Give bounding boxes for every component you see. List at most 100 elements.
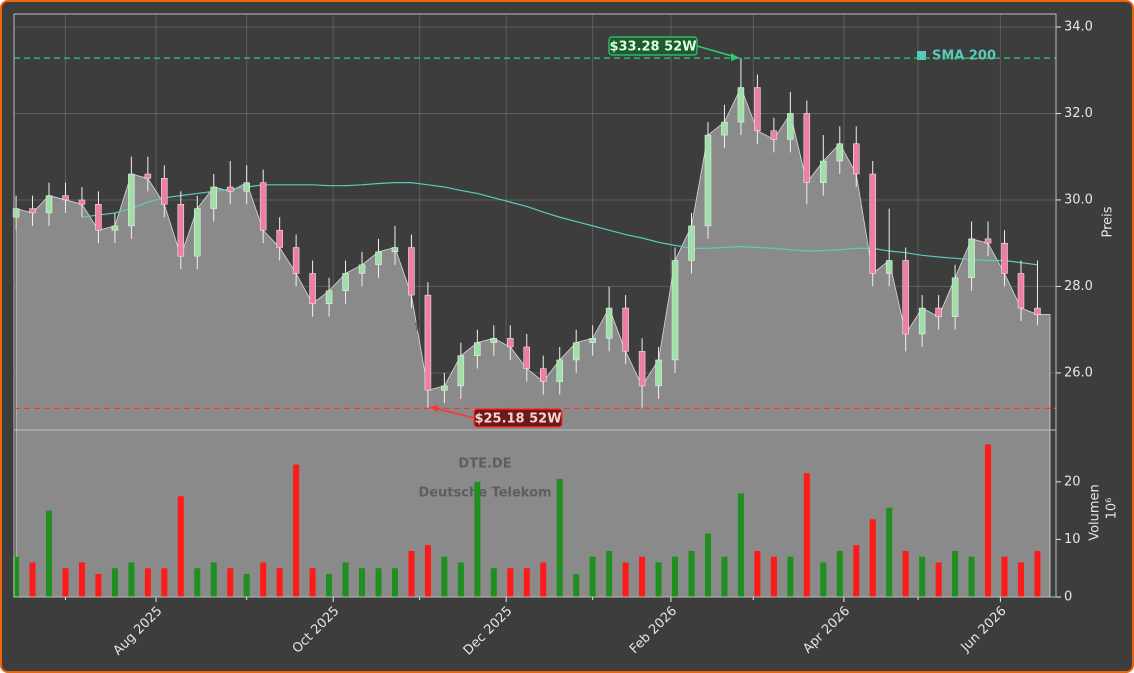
volume-bar: [622, 562, 629, 597]
x-tick-label: Jun 2026: [958, 604, 1010, 656]
volume-bar: [227, 568, 234, 597]
y-tick-label: 28.0: [1064, 279, 1093, 294]
candle-body: [721, 121, 728, 136]
candle-body: [12, 208, 20, 218]
y-tick-label: 32.0: [1064, 106, 1093, 121]
y-axis-unit: 10⁶: [1105, 498, 1120, 520]
volume-bar: [194, 568, 201, 597]
volume-bar: [161, 568, 168, 597]
volume-bar: [902, 550, 909, 597]
volume-bar: [787, 556, 794, 597]
annotation-arrowhead: [731, 53, 739, 61]
candle-body: [408, 247, 415, 296]
candle-body: [276, 229, 283, 248]
volume-bar: [62, 568, 69, 597]
volume-bar: [13, 556, 20, 597]
candle-body: [128, 173, 135, 227]
volume-bar: [968, 556, 975, 597]
candle-body: [78, 199, 86, 205]
candle-body: [589, 338, 596, 343]
volume-bar: [754, 550, 761, 597]
candle-body: [605, 307, 613, 339]
watermark: forexsignals.trade: [415, 320, 550, 335]
candle-body: [852, 143, 860, 175]
volume-bar: [952, 550, 959, 597]
volume-bar: [770, 556, 777, 597]
candle-body: [787, 113, 794, 140]
candle-body: [490, 338, 498, 343]
volume-bar: [1034, 550, 1041, 597]
volume-bar: [144, 568, 151, 597]
volume-bar: [46, 510, 53, 597]
candle-body: [457, 355, 465, 387]
candle-body: [556, 359, 563, 382]
volume-bar: [78, 562, 85, 597]
candle-body: [820, 160, 827, 183]
candle-body: [671, 260, 679, 361]
volume-bar: [243, 573, 250, 597]
volume-bar: [556, 478, 563, 597]
candle-body: [688, 225, 695, 261]
volume-bar: [1001, 556, 1008, 597]
volume-bar: [639, 556, 646, 597]
annotation-label: $33.28 52W: [609, 40, 696, 55]
volume-bar: [95, 573, 102, 597]
candle-body: [259, 182, 267, 231]
legend-swatch: [917, 51, 926, 60]
volume-bar: [177, 496, 184, 597]
volume-bar: [293, 464, 300, 597]
candle-body: [1034, 307, 1041, 315]
candle-body: [226, 186, 234, 192]
volume-bar: [853, 545, 860, 597]
volume-bar: [375, 568, 382, 597]
volume-bar: [721, 556, 728, 597]
candle-body: [754, 87, 761, 132]
y-tick-label: 20: [1064, 474, 1081, 489]
volume-bar: [276, 568, 283, 597]
candle-body: [342, 273, 349, 292]
volume-bar: [672, 556, 679, 597]
candle-body: [803, 113, 811, 183]
volume-bar: [457, 562, 464, 597]
y-axis-label: Preis: [1101, 206, 1116, 237]
candle-body: [243, 182, 250, 192]
volume-bar: [507, 568, 514, 597]
candle-body: [292, 247, 300, 274]
candle-body: [95, 204, 102, 231]
candle-body: [309, 273, 316, 304]
volume-bar: [820, 562, 827, 597]
candle-body: [161, 178, 168, 205]
volume-bar: [326, 573, 333, 597]
watermark-symbol: DTE.DE: [458, 457, 511, 472]
candle-body: [144, 173, 152, 179]
volume-bar: [210, 562, 217, 597]
volume-bar: [655, 562, 662, 597]
volume-bar: [111, 568, 118, 597]
sma-line: [81, 182, 1038, 266]
x-tick-label: Aug 2025: [111, 604, 166, 659]
candle-body: [918, 307, 926, 335]
volume-bar: [523, 568, 530, 597]
volume-bar: [260, 562, 267, 597]
volume-bar: [391, 568, 398, 597]
candle-body: [836, 143, 844, 162]
volume-bar: [424, 545, 431, 597]
candle-body: [441, 385, 448, 391]
volume-bar: [985, 444, 992, 597]
y-tick-label: 34.0: [1064, 19, 1093, 34]
volume-bar: [128, 562, 135, 597]
volume-bar: [606, 550, 613, 597]
volume-bar: [474, 481, 481, 597]
volume-bar: [704, 533, 711, 597]
volume-bar: [919, 556, 926, 597]
candle-body: [869, 173, 876, 274]
plot-border: [13, 13, 1057, 598]
candle-body: [902, 260, 909, 335]
candle-body: [29, 208, 36, 214]
annotation-arrowhead: [430, 405, 438, 412]
candle-body: [737, 87, 745, 123]
volume-bar: [540, 562, 547, 597]
annotation-box: [608, 36, 698, 56]
